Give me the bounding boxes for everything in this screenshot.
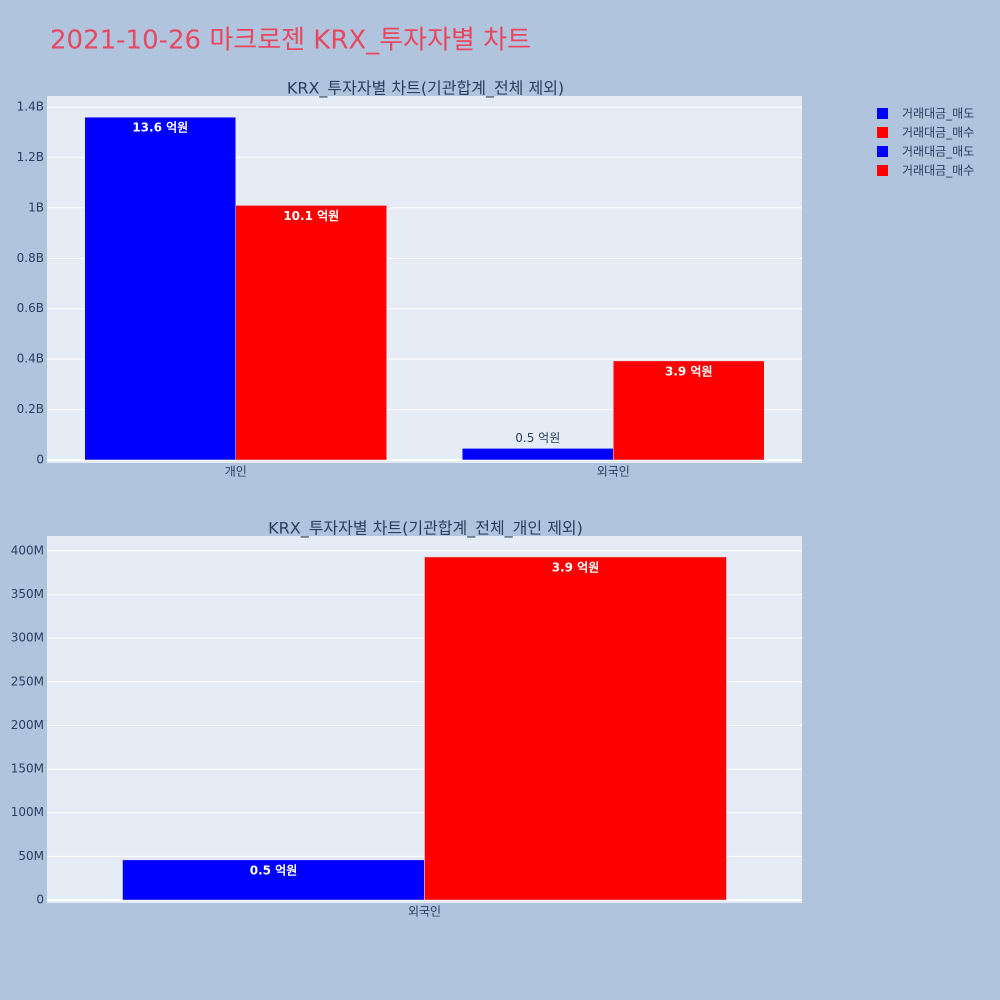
- x-tick-label: 외국인: [597, 465, 630, 479]
- y-tick-label: 350M: [11, 587, 44, 601]
- y-tick-label: 0.8B: [17, 251, 44, 265]
- legend-label: 거래대금_매도: [902, 145, 974, 159]
- legend-swatch: [877, 146, 888, 157]
- y-tick-label: 150M: [11, 762, 44, 776]
- y-tick-label: 300M: [11, 631, 44, 645]
- value-label: 3.9 억원: [552, 560, 600, 574]
- y-tick-label: 0: [36, 452, 44, 466]
- legend-swatch: [877, 108, 888, 119]
- y-tick-label: 1.4B: [17, 100, 44, 114]
- y-tick-label: 1B: [28, 200, 44, 214]
- bar: [235, 205, 387, 461]
- x-tick-label: 외국인: [408, 905, 441, 919]
- bar: [84, 116, 236, 461]
- legend-label: 거래대금_매도: [902, 107, 974, 121]
- chart-title: KRX_투자자별 차트(기관합계_전체 제외): [287, 79, 564, 99]
- y-tick-label: 0: [36, 893, 44, 907]
- legend-label: 거래대금_매수: [902, 126, 974, 140]
- y-tick-label: 200M: [11, 718, 44, 732]
- legend-swatch: [877, 165, 888, 176]
- legend-label: 거래대금_매수: [902, 164, 974, 178]
- y-tick-label: 0.2B: [17, 402, 44, 416]
- y-tick-label: 0.4B: [17, 352, 44, 366]
- y-tick-label: 250M: [11, 674, 44, 688]
- y-tick-label: 50M: [18, 849, 44, 863]
- bar: [462, 448, 614, 461]
- value-label: 13.6 억원: [132, 121, 188, 135]
- bar: [613, 360, 765, 461]
- x-tick-label: 개인: [225, 465, 247, 479]
- y-tick-label: 1.2B: [17, 150, 44, 164]
- y-tick-label: 400M: [11, 543, 44, 557]
- value-label: 0.5 억원: [250, 863, 298, 877]
- value-label: 0.5 억원: [515, 431, 560, 445]
- value-label: 3.9 억원: [665, 364, 713, 378]
- legend-swatch: [877, 127, 888, 138]
- y-tick-label: 0.6B: [17, 301, 44, 315]
- value-label: 10.1 억원: [283, 209, 339, 223]
- bar: [122, 859, 425, 901]
- y-tick-label: 100M: [11, 805, 44, 819]
- bar: [424, 556, 727, 901]
- page-title: 2021-10-26 마크로젠 KRX_투자자별 차트: [50, 26, 531, 56]
- chart-title: KRX_투자자별 차트(기관합계_전체_개인 제외): [268, 519, 583, 539]
